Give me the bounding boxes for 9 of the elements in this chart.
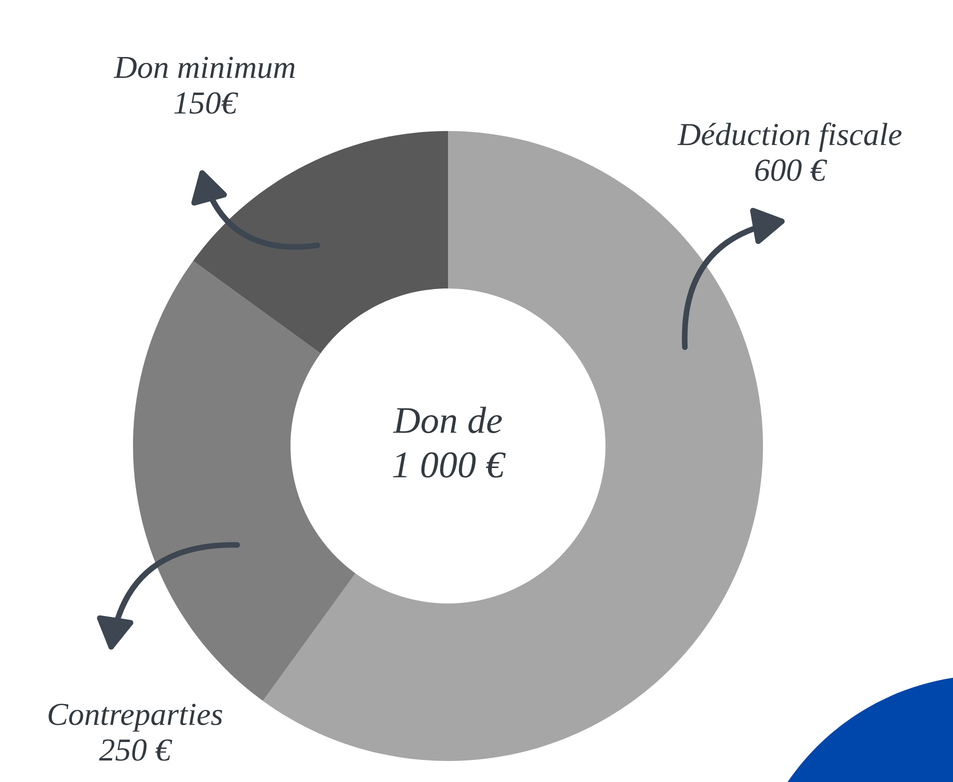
slice-label: Déduction fiscale [677,122,902,152]
slice-label: Contreparties [48,704,222,732]
donut-slice [133,260,356,701]
data-label: 250 € [99,739,172,761]
donut-slice [193,131,448,354]
slice-label: Don minimum [114,56,295,78]
data-label: 150€ [174,92,238,114]
text: Don de 1 000 € [392,406,506,478]
data-label: 600 € [755,159,828,181]
